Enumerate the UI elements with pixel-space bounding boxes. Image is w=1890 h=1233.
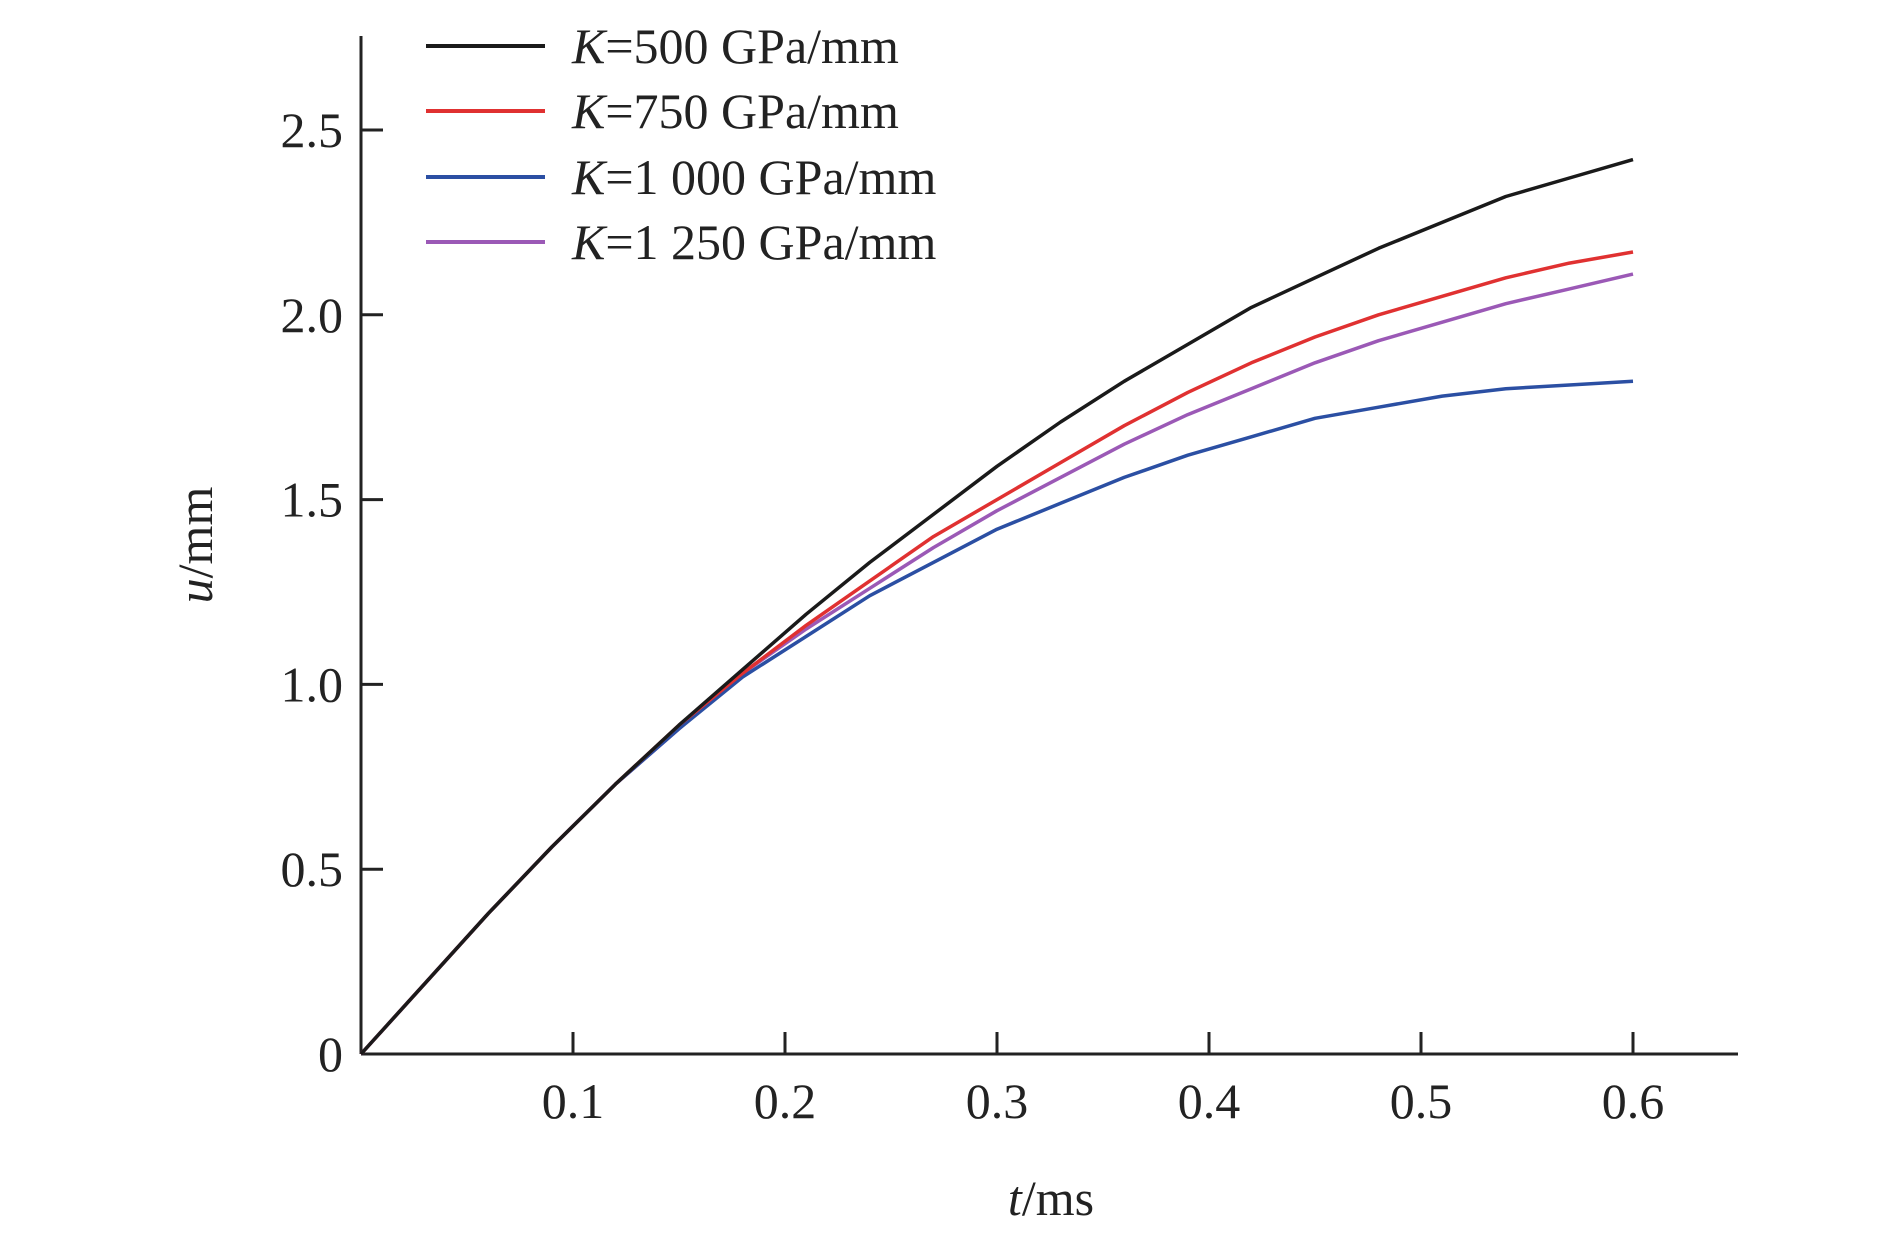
y-tick-label: 1.0 [281, 656, 344, 712]
series-lines [359, 157, 1634, 1056]
series-line [359, 157, 1634, 1056]
y-tick-label: 2.0 [281, 287, 344, 343]
legend-item: K=750 GPa/mm [426, 83, 899, 139]
y-axis-label: u/mm [167, 487, 223, 604]
x-tick-label: 0.3 [966, 1073, 1029, 1129]
series-line [359, 272, 1634, 1056]
x-axis-label: t/ms [1008, 1170, 1094, 1226]
y-tick-label: 1.5 [281, 472, 344, 528]
legend-label: K=750 GPa/mm [571, 83, 899, 139]
series-line [359, 379, 1634, 1056]
y-tick-label: 0 [318, 1026, 343, 1082]
x-tick-label: 0.5 [1390, 1073, 1453, 1129]
series-line [359, 250, 1634, 1056]
x-tick-label: 0.1 [542, 1073, 605, 1129]
x-tick-label: 0.2 [754, 1073, 817, 1129]
legend-item: K=500 GPa/mm [426, 18, 899, 74]
x-tick-label: 0.4 [1178, 1073, 1241, 1129]
y-tick-label: 2.5 [281, 102, 344, 158]
y-tick-label: 0.5 [281, 841, 344, 897]
legend-item: K=1 250 GPa/mm [426, 214, 936, 270]
legend: K=500 GPa/mm K=750 GPa/mm K=1 000 GPa/mm K=… [426, 18, 936, 270]
legend-label: K=500 GPa/mm [571, 18, 899, 74]
legend-label: K=1 000 GPa/mm [571, 149, 936, 205]
axes: 0.1 0.2 0.3 0.4 0.5 0.6 0 0.5 1.0 1.5 2.0 2.5 [281, 36, 1738, 1129]
legend-label: K=1 250 GPa/mm [571, 214, 936, 270]
x-tick-label: 0.6 [1602, 1073, 1665, 1129]
legend-item: K=1 000 GPa/mm [426, 149, 936, 205]
